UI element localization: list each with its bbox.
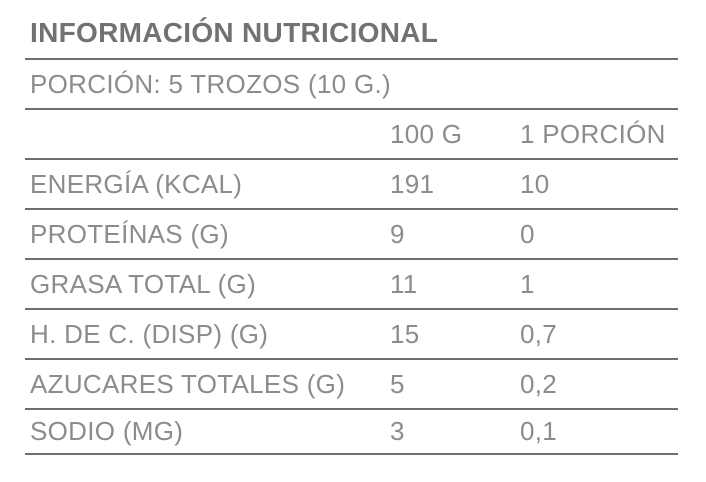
column-header-100g: 100 G <box>390 118 463 149</box>
value-per-portion: 0 <box>520 218 535 249</box>
value-per-100g: 11 <box>390 268 418 299</box>
row-label: H. DE C. (DISP) (G) <box>30 318 269 349</box>
table-row-proteinas: PROTEÍNAS (G) 9 0 <box>25 210 678 260</box>
value-per-portion: 0,2 <box>520 368 558 399</box>
value-per-portion: 0,1 <box>520 416 558 446</box>
value-per-100g: 9 <box>390 218 405 249</box>
serving-size: PORCIÓN: 5 TROZOS (10 G.) <box>25 60 678 110</box>
row-label: AZUCARES TOTALES (G) <box>30 368 346 399</box>
table-row-grasa-total: GRASA TOTAL (G) 11 1 <box>25 260 678 310</box>
value-per-portion: 0,7 <box>520 318 558 349</box>
row-label: ENERGÍA (KCAL) <box>30 168 243 199</box>
value-per-portion: 10 <box>520 168 550 199</box>
table-row-h-de-c: H. DE C. (DISP) (G) 15 0,7 <box>25 310 678 360</box>
panel-title: INFORMACIÓN NUTRICIONAL <box>25 0 678 60</box>
column-header-row: 100 G 1 PORCIÓN <box>25 110 678 160</box>
value-per-100g: 191 <box>390 168 435 199</box>
row-label: SODIO (MG) <box>30 416 184 446</box>
column-header-portion: 1 PORCIÓN <box>520 118 666 149</box>
nutrition-table: INFORMACIÓN NUTRICIONAL PORCIÓN: 5 TROZO… <box>25 0 678 455</box>
table-row-energia: ENERGÍA (KCAL) 191 10 <box>25 160 678 210</box>
value-per-portion: 1 <box>520 268 535 299</box>
row-label: PROTEÍNAS (G) <box>30 218 229 249</box>
value-per-100g: 15 <box>390 318 420 349</box>
value-per-100g: 3 <box>390 416 405 446</box>
table-row-azucares-totales: AZUCARES TOTALES (G) 5 0,2 <box>25 360 678 410</box>
table-row-sodio: SODIO (MG) 3 0,1 <box>25 410 678 455</box>
row-label: GRASA TOTAL (G) <box>30 268 257 299</box>
value-per-100g: 5 <box>390 368 405 399</box>
